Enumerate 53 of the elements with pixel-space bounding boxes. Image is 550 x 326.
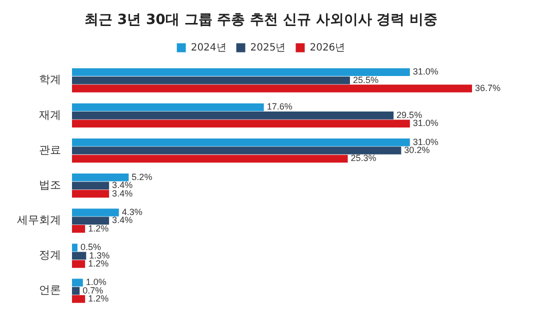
chart-title: 최근 3년 30대 그룹 주총 추천 신규 사외이사 경력 비중	[84, 12, 438, 28]
data-label: 0.5%	[80, 242, 101, 252]
bar	[72, 224, 86, 233]
bar	[72, 208, 119, 216]
bar	[72, 154, 348, 163]
data-label: 25.3%	[350, 153, 376, 164]
y-tick-label: 재계	[39, 108, 61, 122]
y-tick-label: 관료	[39, 143, 61, 156]
data-label: 1.3%	[89, 250, 110, 260]
bar	[72, 146, 402, 154]
data-label: 17.6%	[266, 102, 292, 112]
data-label: 1.2%	[88, 294, 109, 304]
y-tick-label: 언론	[39, 284, 61, 297]
data-label: 3.4%	[112, 180, 133, 190]
legend-label: 2026년	[310, 42, 346, 54]
bar	[72, 76, 350, 84]
data-label: 4.3%	[122, 206, 142, 217]
bar	[72, 68, 410, 76]
bar	[72, 244, 78, 252]
data-label: 3.4%	[112, 215, 133, 226]
bar	[72, 190, 110, 198]
bar	[72, 84, 472, 92]
data-label: 31.0%	[412, 136, 438, 147]
bar	[72, 120, 410, 128]
legend-label: 2024년	[190, 42, 226, 54]
data-label: 1.2%	[88, 258, 109, 268]
data-label: 25.5%	[352, 74, 378, 85]
bar	[72, 138, 410, 146]
bar	[72, 278, 83, 287]
data-label: 3.4%	[112, 188, 133, 198]
data-label: 30.2%	[404, 145, 430, 155]
data-label: 31.0%	[412, 66, 438, 77]
y-tick-label: 세무회계	[17, 214, 61, 227]
bar	[72, 295, 86, 303]
data-label: 1.2%	[88, 223, 109, 234]
bar	[72, 216, 110, 225]
data-label: 36.7%	[475, 83, 501, 94]
data-label: 5.2%	[132, 172, 152, 182]
bar	[72, 182, 110, 190]
bar	[72, 103, 264, 112]
bar	[72, 252, 86, 260]
data-label: 29.5%	[396, 110, 422, 120]
data-label: 31.0%	[412, 118, 438, 128]
bar	[72, 260, 86, 268]
y-tick-label: 정계	[39, 248, 61, 262]
y-tick-label: 학계	[39, 73, 61, 86]
bar	[72, 286, 80, 295]
data-label: 0.7%	[82, 285, 104, 296]
y-tick-label: 법조	[39, 178, 61, 192]
legend-label: 2025년	[250, 42, 286, 54]
bar	[72, 112, 394, 120]
data-label: 1.0%	[86, 277, 106, 288]
bar	[72, 174, 129, 182]
